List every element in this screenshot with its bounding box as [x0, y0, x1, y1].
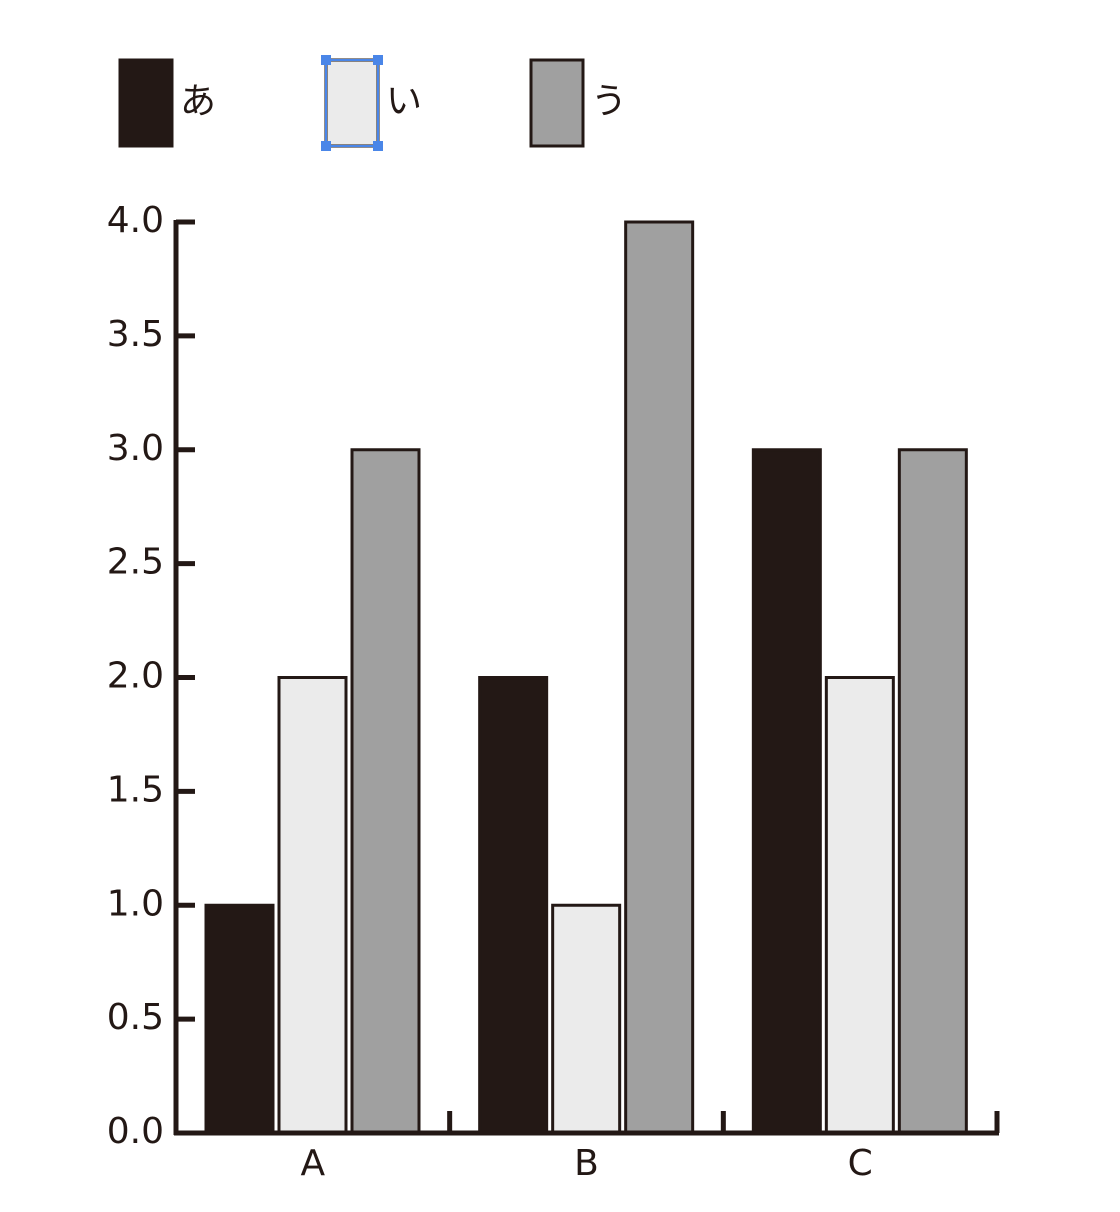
y-tick-label: 1.5 — [107, 769, 164, 810]
selection-handle — [321, 55, 331, 65]
y-tick-label: 2.0 — [107, 656, 164, 697]
bar — [478, 676, 549, 1135]
bar — [624, 220, 695, 1135]
bar — [277, 676, 348, 1135]
bar — [551, 903, 622, 1135]
x-tick-label: A — [301, 1143, 326, 1184]
bar — [204, 903, 275, 1135]
y-tick-label: 2.5 — [107, 542, 164, 583]
selection-handle — [373, 55, 383, 65]
legend-label: う — [591, 81, 627, 122]
legend-swatch — [324, 58, 380, 148]
bar — [824, 676, 895, 1135]
bar — [350, 448, 421, 1135]
selection-box — [325, 59, 379, 147]
x-tick-label: C — [848, 1143, 873, 1184]
y-tick-label: 4.0 — [107, 200, 164, 241]
y-tick-label: 3.5 — [107, 314, 164, 355]
y-tick-label: 3.0 — [107, 428, 164, 469]
y-tick-label: 0.5 — [107, 997, 164, 1038]
bar — [751, 448, 822, 1135]
legend-label: い — [386, 81, 422, 122]
y-tick-label: 0.0 — [107, 1111, 164, 1152]
legend-swatch — [118, 58, 174, 148]
selection-handles — [321, 55, 383, 151]
x-tick-label: B — [574, 1143, 599, 1184]
selection-handle — [373, 141, 383, 151]
y-tick-label: 1.0 — [107, 883, 164, 924]
legend-swatch — [529, 58, 585, 148]
bar — [897, 448, 968, 1135]
selection-handle — [321, 141, 331, 151]
legend-label: あ — [180, 81, 216, 122]
